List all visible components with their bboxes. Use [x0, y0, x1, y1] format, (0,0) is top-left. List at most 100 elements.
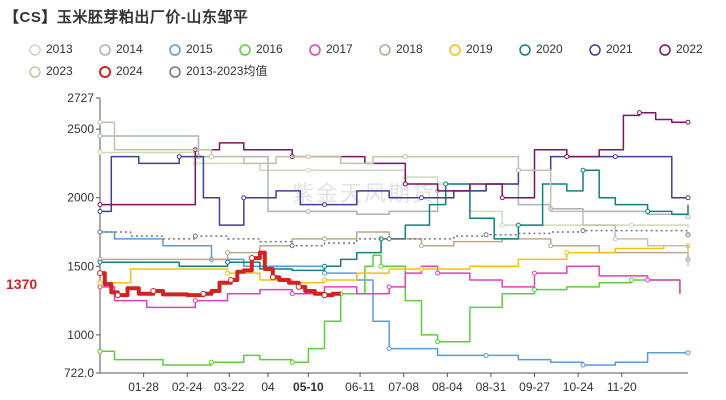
legend-marker-icon	[309, 44, 321, 56]
data-point-2013	[305, 167, 311, 173]
x-tick-label: 11-20	[607, 380, 637, 394]
data-point-2023	[305, 154, 311, 160]
series-line-2017	[100, 265, 681, 309]
y-tick-label: 1500	[67, 259, 94, 273]
x-tick-label: 03-22	[214, 380, 245, 394]
data-point-2018	[322, 236, 328, 242]
data-point-avg	[483, 232, 489, 238]
data-point-2022	[637, 110, 643, 116]
legend-marker-icon	[29, 66, 41, 78]
legend-marker-icon	[169, 66, 181, 78]
legend-item-2020[interactable]: 2020	[518, 40, 563, 58]
data-point-2021	[97, 208, 103, 214]
data-point-2016	[378, 263, 384, 269]
current-value-label: 1370	[6, 276, 37, 292]
x-tick-label: 02-24	[172, 380, 203, 394]
x-tick-label: 07-08	[388, 380, 419, 394]
data-point-2021	[612, 154, 618, 160]
data-point-2022	[564, 154, 570, 160]
legend-marker-icon	[99, 44, 111, 56]
data-point-2016	[532, 287, 538, 293]
data-point-2019	[418, 266, 424, 272]
legend-marker-icon	[99, 65, 111, 78]
legend-item-average[interactable]: 2013-2023均值	[168, 62, 267, 80]
data-point-2019	[322, 277, 328, 283]
legend-item-2017[interactable]: 2017	[308, 40, 353, 58]
data-point-avg	[289, 243, 295, 249]
data-point-2024	[321, 292, 328, 299]
legend-marker-icon	[239, 44, 251, 56]
data-point-2013	[499, 222, 505, 228]
legend-label: 2015	[186, 42, 213, 56]
data-point-2020	[322, 263, 328, 269]
data-point-2017	[289, 291, 295, 297]
legend-label: 2013	[46, 42, 73, 56]
legend-item-2019[interactable]: 2019	[448, 40, 493, 58]
legend-label: 2022	[676, 42, 703, 56]
data-point-2024	[97, 270, 103, 277]
data-point-2022	[402, 181, 408, 187]
data-point-2020	[515, 222, 521, 228]
data-point-2013	[97, 149, 103, 155]
data-point-2023	[97, 119, 103, 125]
legend-item-2023[interactable]: 2023	[28, 62, 73, 80]
data-point-2018	[548, 243, 554, 249]
data-point-2017	[386, 284, 392, 290]
legend-label: 2024	[116, 64, 143, 78]
data-point-2022	[685, 119, 691, 125]
data-point-2022	[97, 202, 103, 208]
legend-label: 2023	[46, 64, 73, 78]
legend-item-2014[interactable]: 2014	[98, 40, 143, 58]
legend-item-2022[interactable]: 2022	[658, 40, 703, 58]
legend-item-2016[interactable]: 2016	[238, 40, 283, 58]
series-line-2024	[100, 250, 341, 298]
data-point-2014	[97, 133, 103, 139]
data-point-2013	[628, 222, 634, 228]
x-tick-label: 06-11	[345, 380, 375, 394]
legend-item-2024[interactable]: 2024	[98, 62, 143, 80]
chart-title: 【CS】玉米胚芽粕出厂价-山东邹平	[4, 9, 249, 26]
data-point-avg	[386, 236, 392, 242]
data-point-2024	[150, 287, 157, 294]
data-point-2017	[645, 277, 651, 283]
data-point-2016	[628, 277, 634, 283]
data-point-2015	[322, 270, 328, 276]
data-point-2024	[248, 255, 255, 262]
series-line-2020	[100, 169, 689, 272]
data-point-2019	[97, 280, 103, 286]
data-point-2016	[435, 339, 441, 345]
series-line-avg	[100, 229, 689, 247]
legend-marker-icon	[519, 44, 531, 56]
legend-marker-icon	[169, 44, 181, 56]
data-point-2020	[645, 208, 651, 214]
legend-item-2018[interactable]: 2018	[378, 40, 423, 58]
x-tick-label: 09-27	[519, 380, 550, 394]
data-point-2020	[97, 259, 103, 265]
data-point-2023	[612, 236, 618, 242]
legend-label: 2018	[396, 42, 423, 56]
legend-label: 2021	[606, 42, 633, 56]
legend-item-2015[interactable]: 2015	[168, 40, 213, 58]
x-tick-label: 01-28	[128, 380, 159, 394]
legend-item-2021[interactable]: 2021	[588, 40, 633, 58]
data-point-2016	[289, 359, 295, 365]
data-point-2015	[386, 346, 392, 352]
data-point-2017	[532, 270, 538, 276]
legend-item-2013[interactable]: 2013	[28, 40, 73, 58]
data-point-2024	[200, 290, 207, 297]
legend-label: 2014	[116, 42, 143, 56]
data-point-2024	[269, 274, 276, 281]
legend-marker-icon	[379, 44, 391, 56]
data-point-2017	[97, 284, 103, 290]
x-tick-label: 05-10	[293, 380, 324, 394]
x-tick-label: 04	[261, 380, 275, 394]
y-tick-label: 2500	[67, 122, 94, 136]
data-point-avg	[97, 229, 103, 235]
data-point-2014	[305, 208, 311, 214]
data-point-2021	[322, 202, 328, 208]
data-point-avg	[685, 232, 691, 238]
y-tick-label: 1000	[67, 328, 94, 342]
x-tick-label: 08-31	[476, 380, 507, 394]
data-point-avg	[580, 228, 586, 234]
